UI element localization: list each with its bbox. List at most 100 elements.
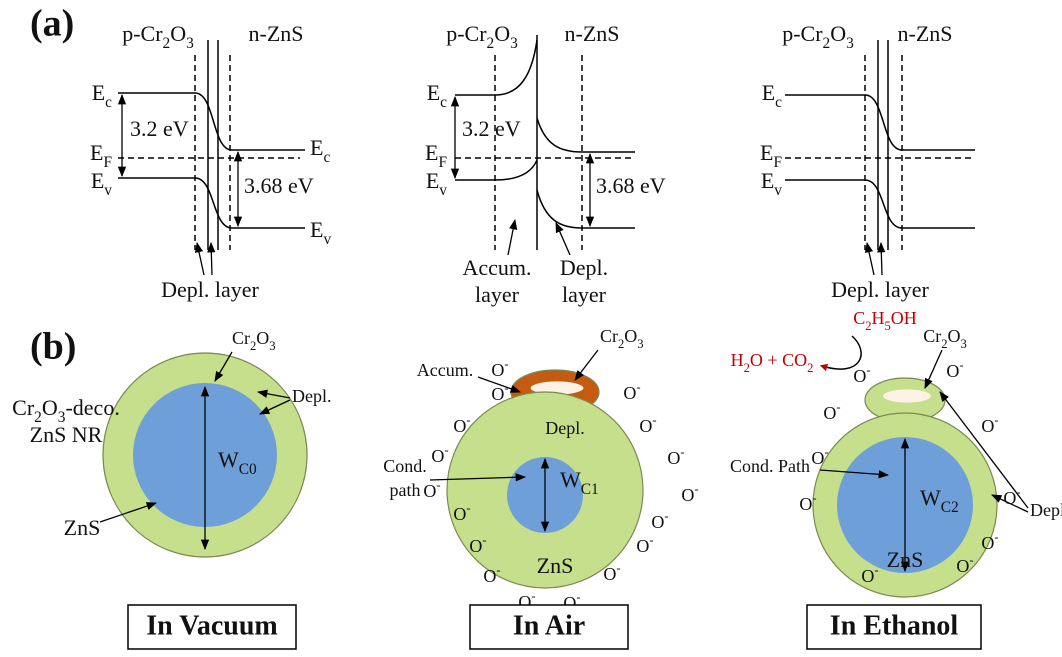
text-part: - <box>824 445 828 459</box>
conduction-band <box>537 118 635 152</box>
oxygen-ion: O- <box>853 363 870 386</box>
text-part: O <box>491 384 504 404</box>
text-part: 2 <box>163 35 171 52</box>
text-part: O <box>946 361 959 381</box>
text-part: 2 <box>487 35 495 52</box>
text-part: O <box>956 556 969 576</box>
text-part: - <box>444 443 448 457</box>
text-part: v <box>439 182 447 199</box>
text-part: O <box>453 416 466 436</box>
caption: In Ethanol <box>830 610 959 641</box>
text-part: OH <box>891 308 917 328</box>
panel-label: (b) <box>30 326 76 368</box>
text-part: E <box>310 217 323 242</box>
material-label: p-Cr2O3 <box>446 21 518 52</box>
arrow <box>197 243 204 275</box>
oxygen-ion: O- <box>823 400 840 423</box>
reactant: C2H5OH <box>853 308 917 333</box>
text-part: Cr <box>600 326 618 346</box>
text-part: E <box>90 140 103 165</box>
cr2o3-core <box>883 389 931 402</box>
text-part: O <box>603 564 616 584</box>
text-part: O <box>823 403 836 423</box>
text-part: E <box>426 168 439 193</box>
text-part: F <box>773 154 782 171</box>
text-part: O <box>170 21 186 46</box>
oxygen-ion: O- <box>431 443 448 466</box>
text-part: 3 <box>961 337 967 351</box>
text-part: - <box>969 553 973 567</box>
band-label: Ec <box>427 80 447 111</box>
oxygen-ion: O- <box>483 563 500 586</box>
text-part: - <box>636 380 640 394</box>
layer-label: layer <box>475 282 520 307</box>
text-part: H <box>731 350 744 370</box>
text-part: Cr <box>232 328 250 348</box>
text-part: O <box>624 326 637 346</box>
text-part: C <box>853 308 865 328</box>
text-part: - <box>504 381 508 395</box>
material-label: n-ZnS <box>565 21 620 46</box>
region-label: Depl. <box>292 386 332 406</box>
band-gap-label: 3.68 eV <box>244 173 314 198</box>
text-part: - <box>680 445 684 459</box>
caption: In Vacuum <box>146 610 278 641</box>
region-label: Depl. <box>1030 500 1062 520</box>
text-part: - <box>496 563 500 577</box>
material-label: ZnS <box>537 553 574 578</box>
band-label: Ev <box>426 168 447 199</box>
text-part: O <box>799 494 812 514</box>
oxygen-ion: O- <box>636 533 653 556</box>
text-part: O <box>811 448 824 468</box>
text-part: - <box>959 358 963 372</box>
valence-band <box>455 160 537 180</box>
material-label: n-ZnS <box>249 21 304 46</box>
text-part: O <box>453 504 466 524</box>
band-label: Ev <box>91 168 112 199</box>
text-part: C2 <box>941 499 959 516</box>
panel-label: (a) <box>30 3 74 45</box>
text-part: - <box>994 530 998 544</box>
material-label: ZnS <box>887 547 924 572</box>
region-label: Accum. <box>417 360 473 380</box>
material-label: Cr2O3 <box>232 328 276 353</box>
text-part: O + CO <box>750 350 807 370</box>
text-part: p-Cr <box>782 21 823 46</box>
oxygen-ion: O- <box>946 358 963 381</box>
text-part: c <box>323 149 330 166</box>
oxygen-ion: O- <box>623 380 640 403</box>
product: H2O + CO2 <box>731 350 814 375</box>
text-part: O <box>639 416 652 436</box>
region-label: Depl. <box>545 418 585 438</box>
text-part: O <box>853 366 866 386</box>
arrow <box>881 243 882 275</box>
conduction-band <box>455 40 537 95</box>
material-label: n-ZnS <box>898 21 953 46</box>
text-part: H <box>872 308 885 328</box>
oxygen-ion: O- <box>423 478 440 501</box>
text-part: - <box>466 501 470 515</box>
text-part: - <box>436 478 440 492</box>
text-part: O <box>981 416 994 436</box>
band-label: EF <box>90 140 112 171</box>
text-part: - <box>866 363 870 377</box>
text-part: Cr <box>923 326 941 346</box>
text-part: - <box>812 491 816 505</box>
oxygen-ion: O- <box>651 509 668 532</box>
text-part: - <box>482 533 486 547</box>
text-part: Cr <box>12 395 35 420</box>
text-part: - <box>504 357 508 371</box>
text-part: O <box>483 566 496 586</box>
text-part: O <box>494 21 510 46</box>
text-part: 2 <box>823 35 831 52</box>
text-part: 3 <box>846 35 854 52</box>
band-gap-label: 3.68 eV <box>596 173 666 198</box>
oxygen-ion: O- <box>639 413 656 436</box>
material-label: p-Cr2O3 <box>122 21 194 52</box>
text-part: O <box>256 328 269 348</box>
conduction-band <box>785 95 975 150</box>
text-part: E <box>427 80 440 105</box>
arrow <box>211 243 212 275</box>
text-part: O <box>651 512 664 532</box>
text-part: O <box>681 485 694 505</box>
